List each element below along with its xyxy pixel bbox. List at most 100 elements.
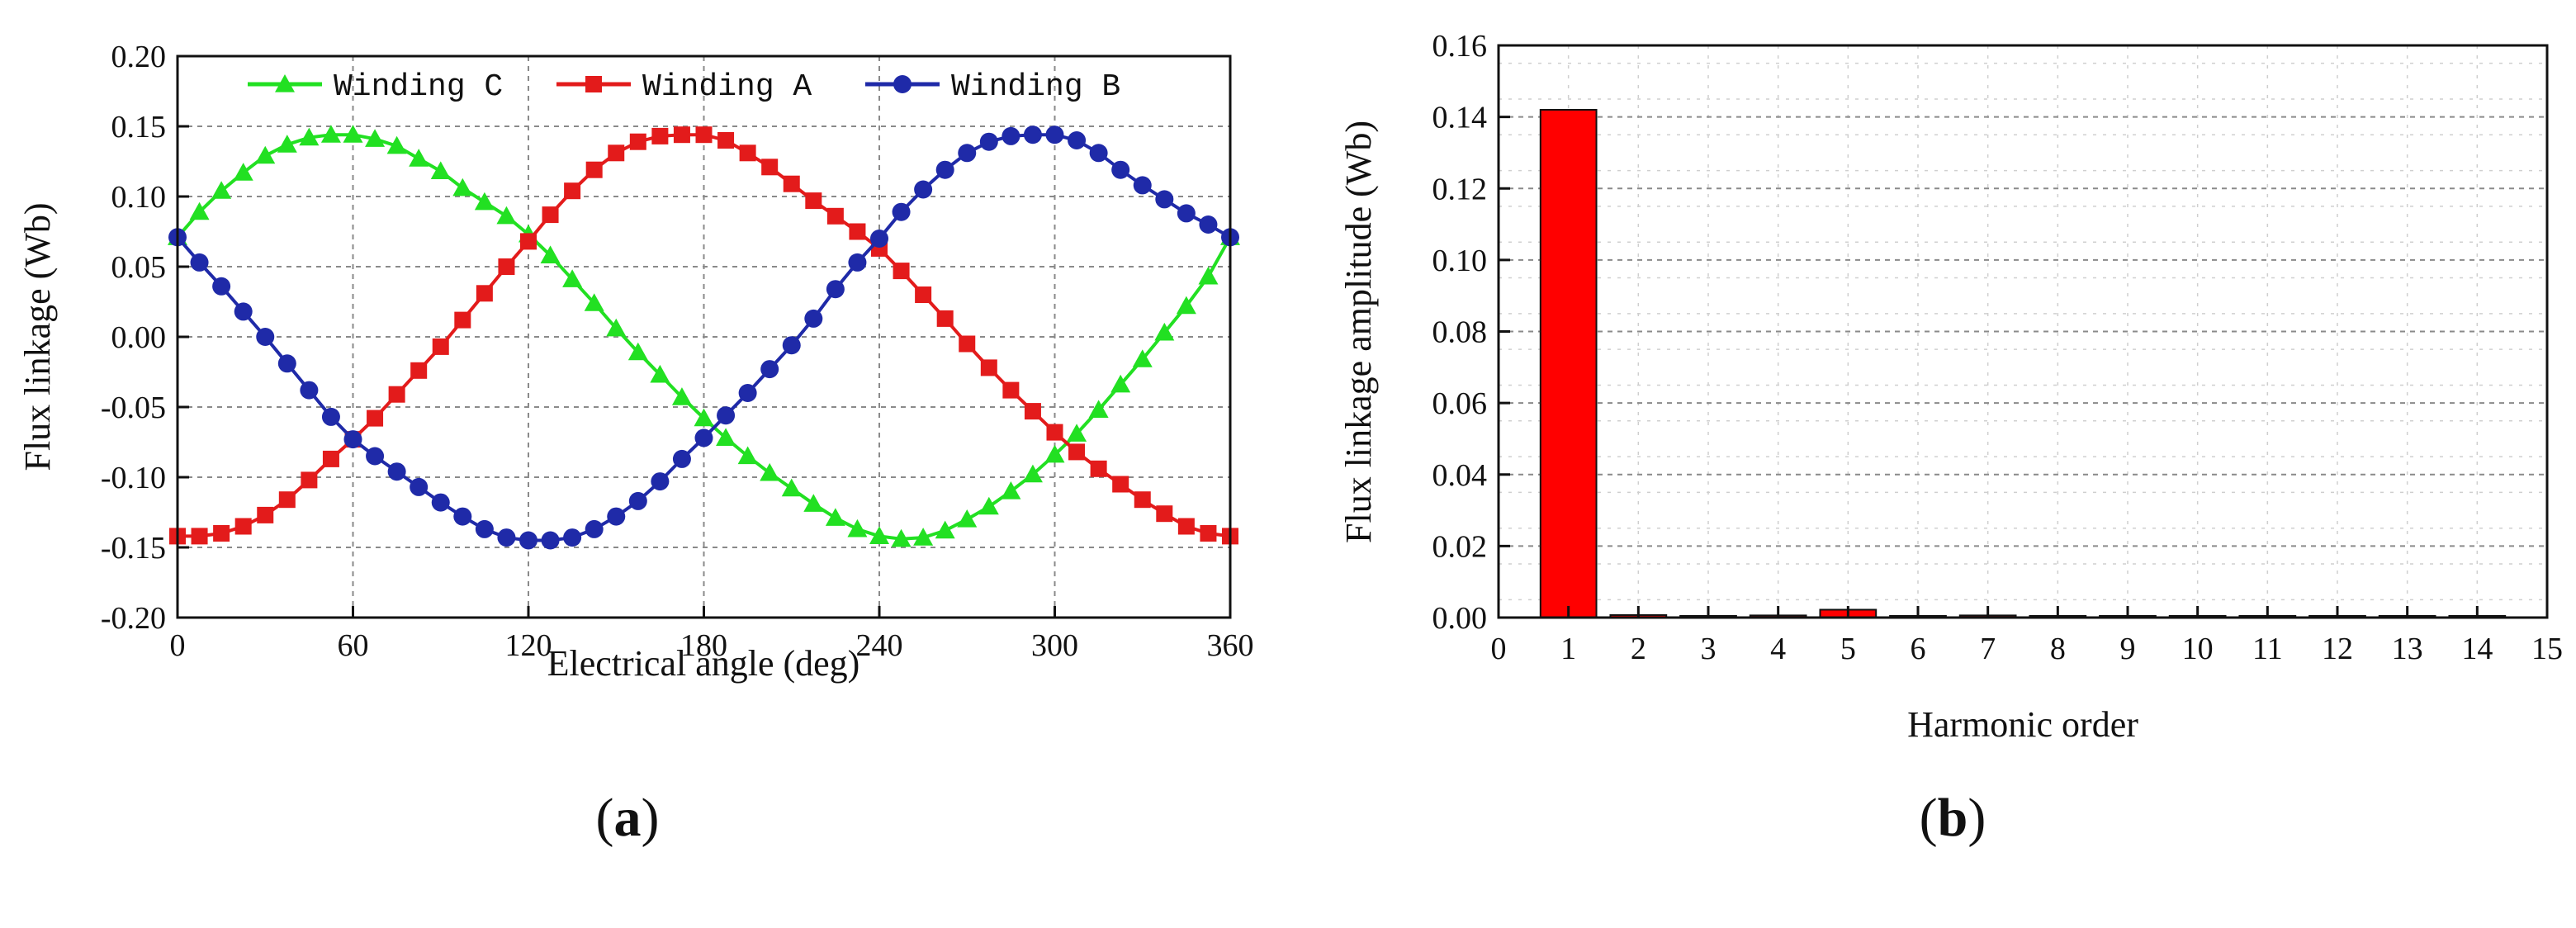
data-point-winding-b: [410, 477, 429, 496]
series-winding-b: [168, 125, 1239, 550]
chart-b-ytick-label: 0.16: [1432, 29, 1488, 64]
data-point-winding-c: [869, 526, 889, 544]
data-point-winding-b: [563, 528, 582, 547]
data-point-winding-a: [849, 223, 866, 240]
data-point-winding-b: [738, 384, 757, 402]
data-point-winding-b: [1023, 125, 1042, 144]
data-point-winding-b: [277, 354, 296, 373]
chart-a-grid: [178, 56, 1230, 618]
legend-label-winding-b: Winding B: [951, 69, 1120, 105]
data-point-winding-c: [1154, 322, 1175, 341]
data-point-winding-a: [257, 506, 274, 523]
data-point-winding-c: [343, 125, 363, 143]
data-point-winding-b: [651, 472, 670, 491]
data-point-winding-a: [1177, 518, 1195, 535]
data-point-winding-c: [1044, 444, 1065, 463]
chart-a-ytick-label: 0.15: [111, 110, 167, 144]
chart-a-ytick-label: 0.10: [111, 180, 167, 215]
chart-b-ticks: 0 1 2 3 4 5 6 7 8 9 10 11 12 13 14 150.000.020.040.060.…: [1432, 29, 2564, 666]
data-point-winding-c: [320, 125, 341, 143]
data-point-winding-b: [935, 160, 954, 179]
chart-b-xtick-label: 13: [2392, 632, 2423, 666]
chart-a-legend: Winding C Winding A Winding B: [248, 69, 1120, 105]
data-point-winding-a: [498, 258, 515, 275]
data-point-winding-c: [760, 462, 780, 481]
data-point-winding-b: [321, 407, 340, 426]
data-point-winding-a: [783, 175, 800, 192]
data-point-winding-a: [1112, 476, 1129, 493]
data-point-winding-a: [410, 362, 428, 379]
data-point-winding-b: [343, 430, 362, 449]
data-point-winding-c: [430, 161, 451, 179]
legend-item-winding-c: Winding C: [248, 69, 503, 105]
data-point-winding-a: [915, 286, 932, 303]
data-point-winding-c: [562, 269, 583, 287]
legend-label-winding-a: Winding A: [642, 69, 812, 105]
data-point-winding-a: [1046, 424, 1063, 441]
data-point-winding-b: [1068, 131, 1087, 149]
data-point-winding-b: [1002, 126, 1020, 145]
chart-a-xtick-label: 300: [1031, 628, 1078, 663]
data-point-winding-a: [893, 263, 910, 280]
data-point-winding-c: [606, 318, 627, 337]
chart-b-xtick-label: 10: [2182, 632, 2214, 666]
data-point-winding-a: [761, 159, 779, 176]
data-point-winding-b: [979, 132, 998, 151]
data-point-winding-b: [826, 280, 845, 299]
data-point-winding-c: [1088, 400, 1109, 418]
data-point-winding-c: [1067, 424, 1087, 442]
data-point-winding-c: [1022, 464, 1043, 483]
bar-harmonic-1: [1539, 108, 1598, 618]
data-point-winding-a: [1024, 403, 1041, 420]
data-point-winding-a: [695, 126, 713, 144]
data-point-winding-a: [234, 518, 252, 535]
chart-b-ytick-label: 0.04: [1432, 458, 1488, 493]
legend-marker-winding-b: [893, 75, 912, 93]
data-point-winding-a: [278, 491, 296, 509]
data-point-winding-c: [540, 245, 561, 263]
data-point-winding-b: [607, 507, 626, 526]
chart-b-xtick-label: 2: [1631, 632, 1646, 666]
chart-a-xtick-label: 240: [856, 628, 903, 663]
chart-b-xtick-label: 12: [2322, 632, 2353, 666]
data-point-winding-a: [301, 471, 318, 489]
data-point-winding-c: [211, 181, 232, 199]
data-point-winding-c: [781, 478, 802, 497]
chart-b-xtick-label: 15: [2531, 632, 2563, 666]
chart-b-ytick-label: 0.14: [1432, 101, 1488, 135]
data-point-winding-a: [805, 192, 822, 210]
data-point-winding-b: [1177, 204, 1196, 223]
chart-b-plot-bg: [1499, 45, 2547, 618]
chart-a-ytick-label: -0.10: [101, 461, 166, 495]
data-point-winding-a: [739, 144, 756, 162]
data-point-winding-c: [452, 178, 473, 196]
chart-b-xtick-label: 5: [1840, 632, 1856, 666]
data-point-winding-b: [1111, 160, 1130, 179]
data-point-winding-a: [322, 450, 339, 467]
chart-a-xtick-label: 60: [338, 628, 369, 663]
chart-a-ylabel: Flux linkage (Wb): [17, 202, 58, 471]
legend-item-winding-b: Winding B: [865, 69, 1120, 105]
data-point-winding-b: [519, 531, 537, 550]
legend-marker-winding-c: [275, 74, 295, 92]
chart-a-ytick-label: 0.20: [111, 40, 167, 74]
chart-b-ytick-label: 0.10: [1432, 244, 1488, 278]
data-point-winding-b: [672, 449, 691, 468]
data-point-winding-b: [1155, 190, 1174, 209]
data-point-winding-b: [694, 428, 713, 447]
data-point-winding-b: [431, 493, 450, 512]
chart-b-xtick-label: 1: [1560, 632, 1576, 666]
data-point-winding-b: [300, 381, 319, 400]
chart-b-panel-label: (b): [1920, 788, 1986, 848]
data-point-winding-b: [958, 144, 977, 163]
data-point-winding-c: [189, 201, 210, 220]
data-point-winding-b: [541, 531, 560, 550]
data-point-winding-a: [826, 207, 844, 225]
data-point-winding-b: [892, 202, 911, 221]
data-point-winding-a: [367, 410, 384, 427]
data-point-winding-c: [233, 163, 253, 181]
data-point-winding-c: [255, 145, 276, 164]
chart-a-ytick-label: 0.05: [111, 250, 167, 285]
chart-b-xtick-label: 11: [2252, 632, 2283, 666]
data-point-winding-c: [957, 509, 978, 528]
